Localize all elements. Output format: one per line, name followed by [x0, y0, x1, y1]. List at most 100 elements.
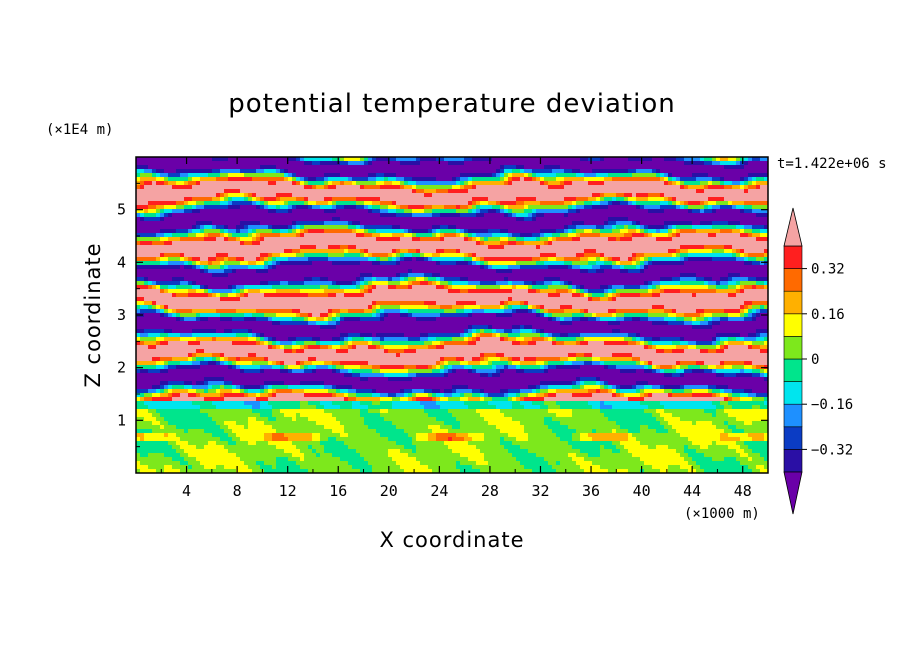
field-cell — [316, 237, 321, 242]
field-cell — [360, 177, 365, 182]
field-cell — [384, 169, 389, 174]
field-cell — [676, 205, 681, 210]
field-cell — [688, 233, 693, 238]
field-cell — [336, 217, 341, 222]
field-cell — [292, 249, 297, 254]
field-cell — [288, 217, 293, 222]
field-cell — [584, 161, 589, 166]
field-cell — [336, 261, 341, 266]
field-cell — [428, 241, 433, 246]
field-cell — [204, 201, 209, 206]
field-cell — [604, 277, 609, 282]
field-cell — [308, 201, 313, 206]
field-cell — [320, 229, 325, 234]
field-cell — [660, 245, 665, 250]
field-cell — [660, 213, 665, 218]
field-cell — [328, 197, 333, 202]
field-cell — [168, 177, 173, 182]
field-cell — [360, 265, 365, 270]
field-cell — [684, 185, 689, 190]
field-cell — [288, 253, 293, 258]
field-cell — [336, 193, 341, 198]
field-cell — [140, 249, 145, 254]
field-cell — [740, 165, 745, 170]
field-cell — [752, 157, 757, 162]
field-cell — [264, 229, 269, 234]
field-cell — [428, 161, 433, 166]
field-cell — [352, 209, 357, 214]
field-cell — [416, 261, 421, 266]
field-cell — [204, 261, 209, 266]
field-cell — [760, 205, 765, 210]
field-cell — [380, 165, 385, 170]
field-cell — [444, 213, 449, 218]
field-cell — [624, 229, 629, 234]
field-cell — [704, 161, 709, 166]
field-cell — [564, 213, 569, 218]
field-cell — [192, 161, 197, 166]
field-cell — [600, 229, 605, 234]
field-cell — [136, 225, 141, 230]
field-cell — [440, 217, 445, 222]
field-cell — [676, 161, 681, 166]
field-cell — [152, 185, 157, 190]
field-cell — [436, 225, 441, 230]
field-cell — [148, 201, 153, 206]
field-cell — [540, 233, 545, 238]
field-cell — [532, 257, 537, 262]
field-cell — [376, 281, 381, 286]
field-cell — [340, 269, 345, 274]
field-cell — [424, 233, 429, 238]
field-cell — [656, 173, 661, 178]
field-cell — [264, 269, 269, 274]
field-cell — [260, 165, 265, 170]
field-cell — [600, 165, 605, 170]
field-cell — [760, 201, 765, 206]
field-cell — [488, 189, 493, 194]
field-cell — [352, 193, 357, 198]
field-cell — [676, 181, 681, 186]
field-cell — [212, 257, 217, 262]
field-cell — [220, 169, 225, 174]
field-cell — [376, 225, 381, 230]
field-cell — [380, 201, 385, 206]
field-cell — [160, 161, 165, 166]
field-cell — [144, 249, 149, 254]
field-cell — [692, 233, 697, 238]
field-cell — [236, 173, 241, 178]
field-cell — [160, 205, 165, 210]
field-cell — [720, 205, 725, 210]
field-cell — [584, 181, 589, 186]
field-cell — [220, 213, 225, 218]
field-cell — [308, 249, 313, 254]
field-cell — [568, 205, 573, 210]
field-cell — [508, 269, 513, 274]
field-cell — [348, 197, 353, 202]
field-cell — [440, 221, 445, 226]
field-cell — [144, 157, 149, 162]
field-cell — [420, 217, 425, 222]
field-cell — [608, 233, 613, 238]
field-cell — [164, 217, 169, 222]
field-cell — [364, 197, 369, 202]
field-cell — [748, 161, 753, 166]
field-cell — [444, 273, 449, 278]
field-cell — [292, 269, 297, 274]
field-cell — [440, 205, 445, 210]
field-cell — [312, 229, 317, 234]
field-cell — [608, 257, 613, 262]
field-cell — [220, 241, 225, 246]
field-cell — [316, 261, 321, 266]
field-cell — [272, 169, 277, 174]
field-cell — [340, 237, 345, 242]
field-cell — [436, 257, 441, 262]
field-cell — [652, 213, 657, 218]
field-cell — [676, 273, 681, 278]
field-cell — [736, 205, 741, 210]
field-cell — [472, 205, 477, 210]
field-cell — [452, 257, 457, 262]
field-cell — [508, 205, 513, 210]
field-cell — [576, 261, 581, 266]
field-cell — [324, 165, 329, 170]
field-cell — [432, 229, 437, 234]
